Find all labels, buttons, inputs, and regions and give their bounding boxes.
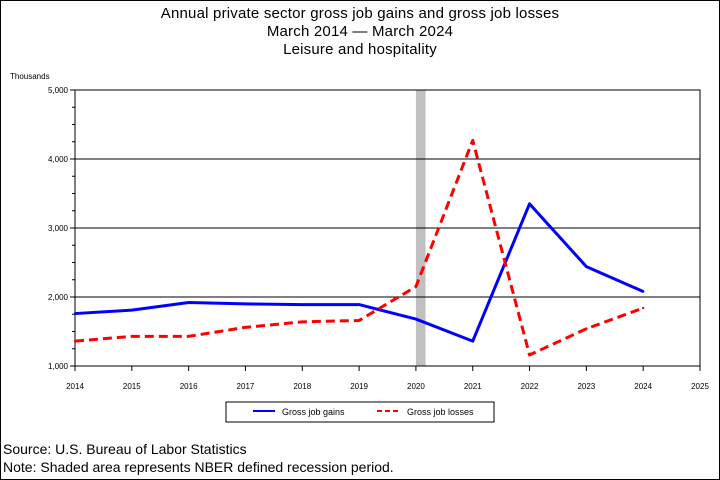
data-point [528,353,531,357]
chart-industry: Leisure and hospitality [283,41,437,58]
data-point [471,339,474,343]
data-point [73,312,77,315]
gridlines [75,158,700,298]
data-point [73,339,77,343]
data-point [301,320,304,324]
x-tick-label: 2022 [521,382,539,391]
x-tick-label: 2018 [293,382,311,391]
data-point [471,139,474,142]
legend-label-gross-job-gains: Gross job gains [282,407,345,417]
x-tick-label: 2020 [407,382,425,391]
series-layer [73,138,645,357]
x-tick-label: 2015 [123,382,141,391]
chart-title: Annual private sector gross job gains an… [160,5,560,22]
x-tick-label: 2016 [180,382,198,391]
y-tick-label: 4,000 [48,155,69,164]
y-tick-label: 5,000 [48,86,69,95]
y-axis-ticks: 1,000 2,000 3,000 4,000 5,000 [48,86,75,371]
source-note: Source: U.S. Bureau of Labor Statistics [3,441,247,457]
data-point [187,335,190,338]
x-axis-ticks: 2014 2015 2016 2017 2018 2019 2020 2021 2022 2023… [66,366,709,391]
legend: Gross job gains Gross job losses [225,401,495,423]
series-line-gross-job-losses [74,138,644,357]
x-tick-label: 2023 [577,382,595,391]
data-point [301,303,304,306]
y-axis-label: Thousands [10,72,50,81]
data-point [130,308,134,312]
x-tick-label: 2024 [634,382,652,391]
data-point [187,301,190,304]
x-tick-label: 2014 [66,382,84,391]
data-point [528,202,531,206]
data-point [414,317,418,321]
data-point [244,326,247,329]
y-tick-label: 3,000 [48,224,69,233]
chart-title-block: Annual private sector gross job gains an… [0,5,720,59]
x-tick-label: 2021 [464,382,482,391]
x-tick-label: 2025 [691,382,709,391]
data-point [585,265,588,268]
legend-label-gross-job-losses: Gross job losses [407,407,474,417]
data-point [357,303,361,306]
x-tick-label: 2019 [350,382,368,391]
x-tick-label: 2017 [237,382,255,391]
data-point [414,285,418,288]
y-tick-label: 2,000 [48,293,69,302]
legend-box [225,401,495,423]
data-point [585,327,588,330]
recession-note: Note: Shaded area represents NBER define… [3,459,394,475]
data-point [641,306,645,310]
chart-subtitle: March 2014 — March 2024 [266,23,454,40]
y-tick-label: 1,000 [48,362,69,371]
data-point [357,319,361,322]
data-point [641,290,645,293]
data-point [130,335,134,338]
data-point [244,302,247,306]
